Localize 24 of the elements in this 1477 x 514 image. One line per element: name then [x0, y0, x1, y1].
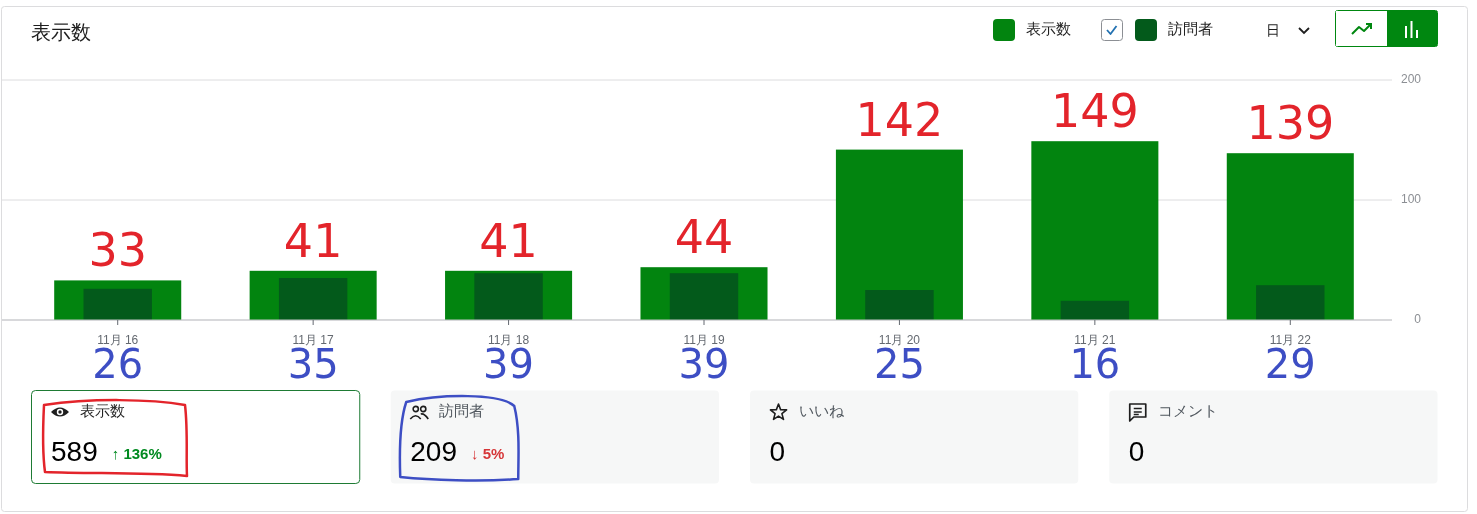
text: ↑ 136% [111, 444, 162, 462]
y-tick-label: 200 [1400, 72, 1422, 87]
data-label: 0 [769, 436, 786, 468]
data-label: 139 [1246, 96, 1335, 151]
category-label: いいね [798, 401, 845, 419]
category-label: コメント [1157, 401, 1218, 419]
y-tick-label: 100 [1400, 192, 1422, 207]
data-label: 209 [410, 436, 457, 468]
data-label: 33 [88, 223, 147, 278]
y-tick-label: 0 [1414, 312, 1422, 327]
chart-title: 表示数 [31, 21, 91, 43]
category-label: 表示数 [80, 401, 125, 419]
data-label: 41 [283, 213, 343, 268]
legend-label: 訪問者 [1168, 19, 1213, 37]
data-label: 0 [1128, 436, 1145, 468]
legend-label: 表示数 [1026, 19, 1071, 37]
text: ↓ 5% [470, 444, 505, 462]
control-dropdown: 日 [1266, 21, 1310, 38]
data-label: 589 [51, 436, 98, 468]
data-label: 149 [1050, 84, 1139, 139]
data-label: 142 [855, 92, 944, 147]
data-label: 41 [479, 213, 538, 268]
category-label: 訪問者 [439, 401, 485, 419]
data-label: 44 [674, 210, 734, 265]
